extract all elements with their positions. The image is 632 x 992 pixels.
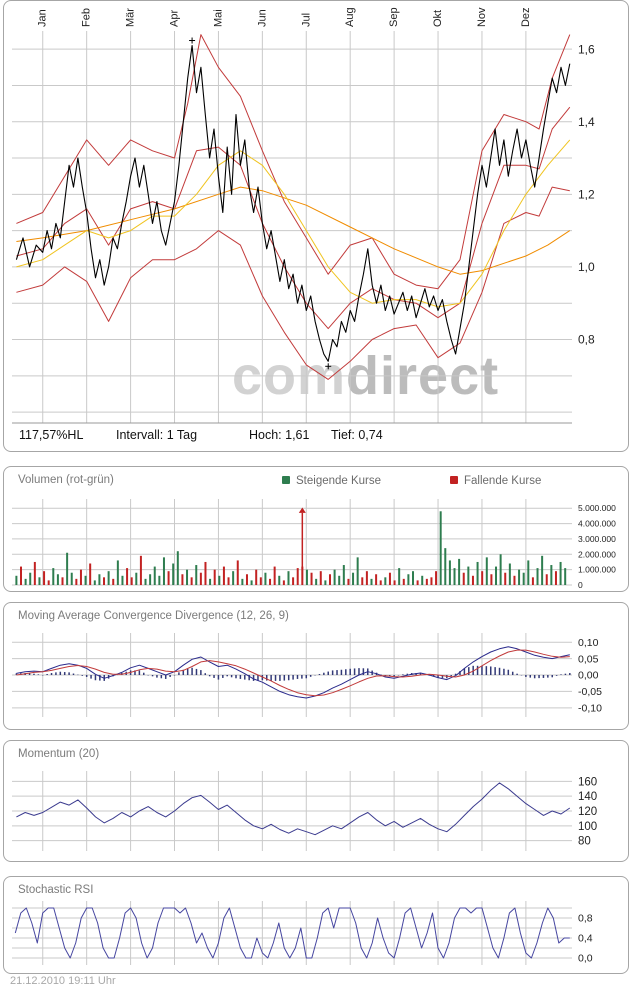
percent-hl-value: 117,57%HL	[19, 428, 84, 442]
interval-value: Intervall: 1 Tag	[116, 428, 198, 442]
stoch-rsi-panel: 0,8 0,4 0,0 Stochastic RSI	[3, 876, 629, 974]
svg-text:5.000.000: 5.000.000	[578, 503, 616, 513]
svg-text:2.000.000: 2.000.000	[578, 549, 616, 559]
legend-rising: Steigende Kurse	[282, 475, 381, 487]
legend-up-swatch	[282, 476, 290, 484]
svg-text:160: 160	[578, 776, 597, 788]
svg-text:Mär: Mär	[125, 8, 137, 27]
price-info-bar: 117,57%HL Intervall: 1 Tag Hoch: 1,61 Ti…	[4, 428, 624, 448]
high-value: Hoch: 1,61	[249, 428, 310, 442]
svg-text:-0,10: -0,10	[578, 702, 602, 714]
svg-text:Feb: Feb	[81, 8, 93, 27]
svg-text:100: 100	[578, 821, 597, 833]
svg-text:Sep: Sep	[388, 7, 400, 27]
price-panel: comdirect Jan Feb Mär Apr Mai Jun Jul Aug Sep Okt…	[3, 0, 629, 452]
svg-text:120: 120	[578, 806, 597, 818]
svg-text:Apr: Apr	[169, 10, 181, 27]
svg-text:0,4: 0,4	[578, 933, 593, 945]
legend-falling-label: Fallende Kurse	[464, 475, 542, 487]
svg-text:0: 0	[578, 580, 583, 590]
stoch-rsi-chart: 0,8 0,4 0,0	[12, 901, 593, 965]
svg-text:0,0: 0,0	[578, 953, 593, 965]
svg-text:1.000.000: 1.000.000	[578, 565, 616, 575]
svg-text:0,8: 0,8	[578, 333, 595, 347]
volume-chart: 5.000.000 4.000.000 3.000.000 2.000.000 1.00…	[12, 499, 616, 590]
svg-text:Aug: Aug	[344, 7, 356, 27]
svg-text:1,2: 1,2	[578, 188, 595, 202]
stoch-rsi-title: Stochastic RSI	[18, 884, 94, 896]
svg-text:1,6: 1,6	[578, 42, 595, 56]
svg-text:0,05: 0,05	[578, 653, 599, 665]
macd-title: Moving Average Convergence Divergence (1…	[18, 610, 289, 622]
legend-down-swatch	[450, 476, 458, 484]
macd-panel: 0,10 0,05 0,00 -0,05 -0,10 Moving Average Co…	[3, 602, 629, 730]
svg-text:Mai: Mai	[212, 9, 224, 27]
svg-text:Jul: Jul	[300, 13, 312, 27]
svg-text:Okt: Okt	[432, 10, 444, 27]
svg-text:3.000.000: 3.000.000	[578, 534, 616, 544]
volume-panel: 5.000.000 4.000.000 3.000.000 2.000.000 1.00…	[3, 466, 629, 592]
svg-text:Nov: Nov	[476, 7, 488, 27]
macd-chart: 0,10 0,05 0,00 -0,05 -0,10	[12, 633, 602, 717]
legend-falling: Fallende Kurse	[450, 475, 541, 487]
svg-text:Jan: Jan	[37, 9, 49, 27]
svg-text:140: 140	[578, 791, 597, 803]
chart-timestamp: 21.12.2010 19:11 Uhr	[10, 975, 116, 987]
svg-text:4.000.000: 4.000.000	[578, 519, 616, 529]
momentum-panel: 160 140 120 100 80 Momentum (20)	[3, 740, 629, 862]
low-value: Tief: 0,74	[331, 428, 383, 442]
svg-text:Dez: Dez	[520, 7, 532, 27]
svg-text:1,4: 1,4	[578, 115, 595, 129]
price-chart: Jan Feb Mär Apr Mai Jun Jul Aug Sep Okt Nov Dez 1,6 1…	[12, 7, 595, 424]
momentum-title: Momentum (20)	[18, 748, 100, 760]
svg-text:Jun: Jun	[256, 9, 268, 27]
svg-text:1,0: 1,0	[578, 260, 595, 274]
legend-rising-label: Steigende Kurse	[296, 475, 382, 487]
momentum-chart: 160 140 120 100 80	[12, 771, 597, 851]
svg-text:-0,05: -0,05	[578, 686, 602, 698]
svg-text:0,00: 0,00	[578, 670, 599, 682]
volume-title: Volumen (rot-grün)	[18, 474, 114, 486]
svg-text:80: 80	[578, 836, 591, 848]
svg-text:0,10: 0,10	[578, 637, 599, 649]
svg-text:0,8: 0,8	[578, 913, 593, 925]
